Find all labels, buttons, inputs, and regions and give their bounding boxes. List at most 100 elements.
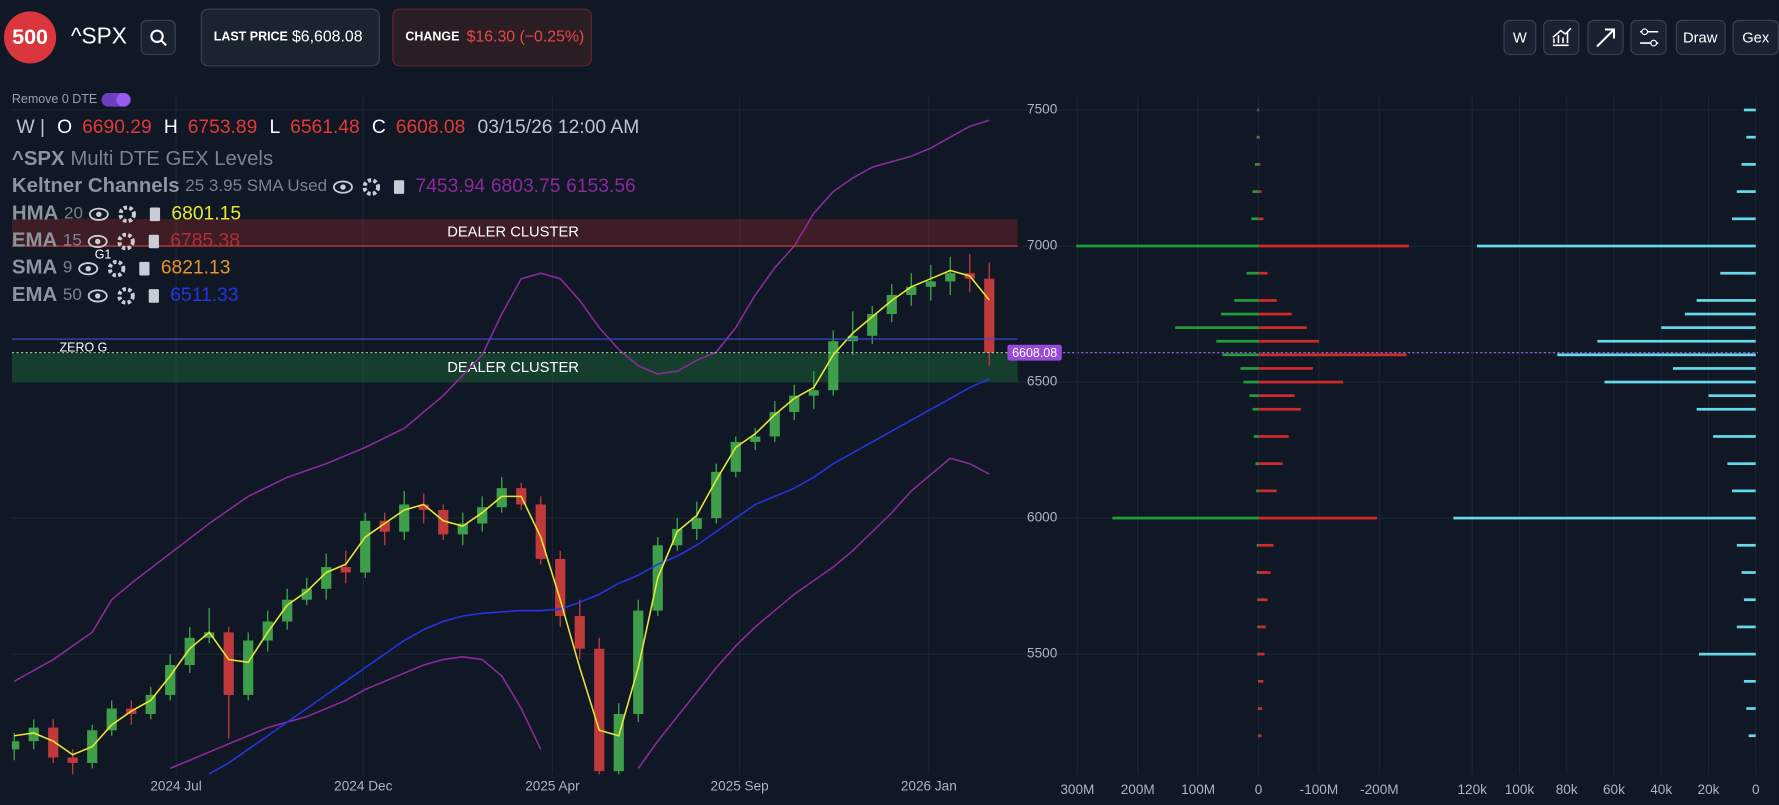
gex-bar [1112, 516, 1259, 520]
indicator-name: EMA [12, 230, 58, 252]
indicator-line [169, 457, 990, 770]
indicator-icons[interactable] [87, 287, 159, 305]
eye-pupil [94, 238, 101, 245]
indicator-icons[interactable] [88, 205, 161, 224]
candle-body [925, 281, 936, 287]
trash-icon [139, 261, 150, 276]
gex-bar [1256, 543, 1259, 547]
x-tick-label: 0 [1752, 782, 1760, 797]
interval-button-label: W [1513, 30, 1527, 46]
toggle[interactable] [101, 92, 131, 107]
x-tick-label: 2024 Dec [334, 778, 392, 793]
interval: W | [16, 117, 45, 138]
candle-body [808, 390, 819, 396]
x-tick-label: 100k [1505, 782, 1535, 797]
search-button[interactable] [140, 19, 176, 55]
indicator-name: EMA [12, 284, 58, 306]
gear-icon [118, 205, 136, 224]
draw-button[interactable]: Draw [1675, 19, 1726, 55]
interval-button[interactable]: W [1503, 19, 1537, 55]
band-label: DEALER CLUSTER [447, 224, 579, 240]
trend-button[interactable] [1587, 19, 1624, 55]
gex-bar [1249, 394, 1259, 398]
open-label: O [57, 117, 72, 138]
gex-bar [1597, 339, 1756, 343]
eye-pupil [340, 184, 346, 190]
indicator-row: EMA 15 [12, 230, 82, 252]
gex-bar [1257, 108, 1259, 112]
gear-icon [362, 178, 381, 196]
candle-body [730, 441, 741, 472]
gex-bar [1713, 435, 1756, 438]
candle-body [379, 520, 390, 532]
x-tick-label: 20k [1698, 782, 1720, 797]
gex-bar [1684, 312, 1756, 316]
oi-plot: 120k 100k 80k 60k 40k 20k 0 [1453, 96, 1760, 797]
gex-bar [1453, 516, 1756, 520]
gex-bar [1258, 652, 1265, 656]
trash-icon [393, 180, 405, 194]
high-value: 6753.89 [188, 117, 258, 138]
candle-body [204, 632, 215, 638]
close-label: C [372, 117, 386, 138]
indicator-icons[interactable] [78, 259, 150, 278]
gex-bar [1258, 326, 1307, 329]
indicator-legend: ^SPX Multi DTE GEX Levels Keltner Channels… [12, 148, 636, 306]
candle-body [184, 637, 195, 666]
date: 03/15/26 12:00 AM [478, 117, 640, 138]
change-box [392, 8, 592, 67]
candle-body [828, 341, 839, 391]
candle-body [223, 632, 234, 695]
gex-bar [1661, 326, 1756, 329]
x-tick-label: -100M [1300, 782, 1339, 797]
gex-bar [1476, 244, 1756, 248]
candle-body [555, 558, 566, 617]
indicators-button[interactable] [1543, 19, 1580, 55]
gex-bar [1604, 380, 1756, 384]
candle-body [301, 588, 312, 600]
indicator-params: 20 [64, 204, 83, 223]
gex-bar [1246, 271, 1259, 275]
indicator-icons[interactable] [87, 232, 159, 251]
eye-icon [87, 234, 108, 249]
indicator-line [208, 378, 990, 775]
candle-body [711, 471, 722, 519]
candle-body [750, 436, 761, 442]
candle-body [48, 727, 59, 758]
candle-body [399, 504, 410, 532]
indicator-value: 7453.94 [416, 176, 486, 197]
symbol: ^SPX [71, 22, 127, 48]
last-price-label: LAST PRICE [214, 30, 288, 44]
gex-bar [1258, 244, 1409, 248]
gex-bar [1258, 435, 1289, 438]
gex-bar [1252, 407, 1259, 411]
candle-body [945, 273, 956, 282]
gex-bar [1258, 299, 1277, 302]
plot-area [11, 119, 995, 775]
gex-bar [1256, 135, 1259, 139]
gex-bar [1743, 108, 1756, 112]
gex-bar [1175, 326, 1259, 329]
x-tick-label: 80k [1556, 782, 1578, 797]
gex-bar [1673, 367, 1756, 370]
eye-pupil [85, 265, 91, 272]
gex-bar [1257, 625, 1259, 629]
indicator-icons[interactable] [332, 178, 405, 196]
indicator-name: HMA [12, 203, 59, 225]
settings-button[interactable] [1630, 19, 1667, 55]
gear-icon [117, 232, 135, 251]
badge [4, 11, 57, 64]
gex-bar [1257, 734, 1259, 738]
candle-body [67, 757, 78, 763]
trash-icon [148, 289, 159, 303]
ohlc-legend: W | O 6690.29 H 6753.89 L 6561.48 C 6608… [16, 117, 639, 138]
gex-bar [1216, 339, 1259, 343]
gear-icon [107, 259, 126, 278]
gex-bar [1746, 135, 1756, 139]
price-plot: 2024 Jul 2024 Dec 2025 Apr 2025 Sep 2026 Jan… [11, 96, 1758, 793]
gex-button[interactable]: Gex [1732, 19, 1779, 55]
trash-icon [149, 207, 161, 222]
gex-bar [1258, 380, 1344, 384]
